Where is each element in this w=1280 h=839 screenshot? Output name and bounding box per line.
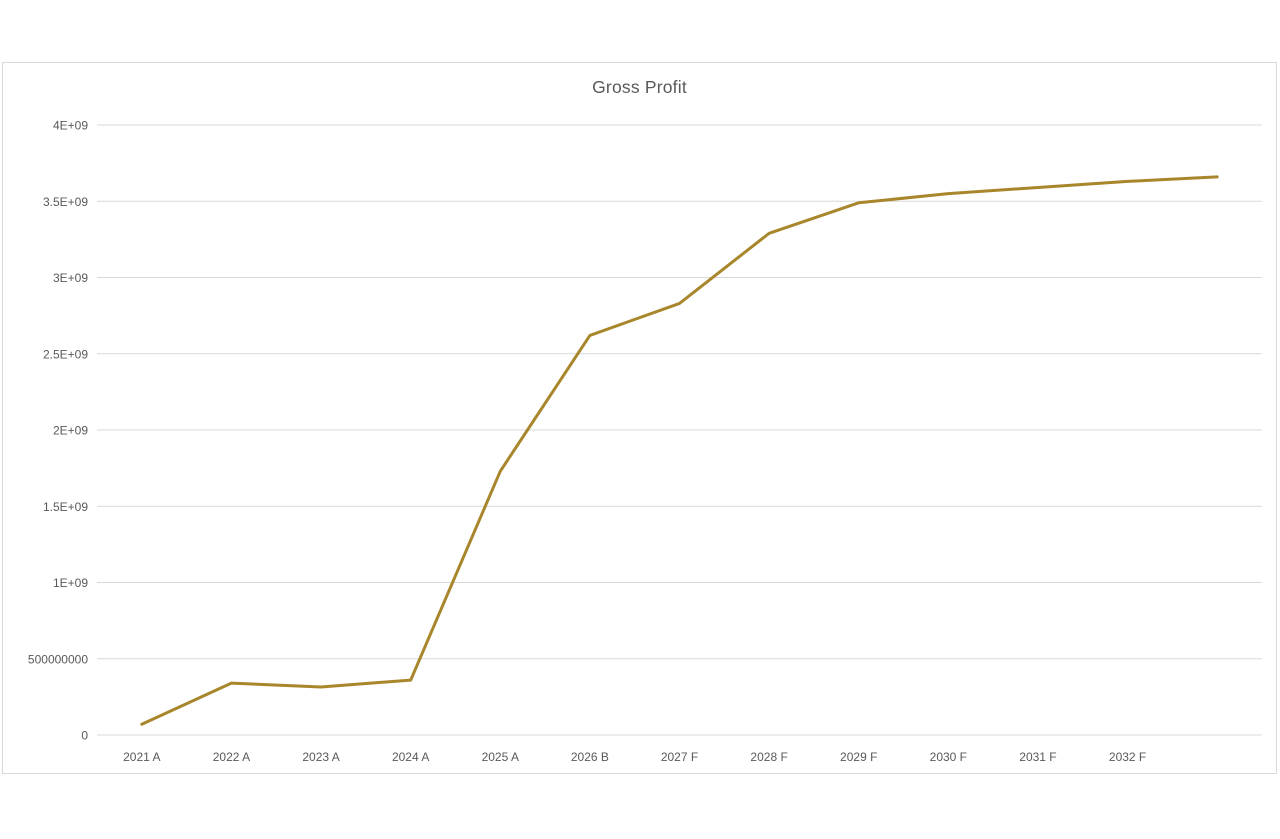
x-axis-tick-label: 2031 F xyxy=(1019,750,1056,764)
y-axis-tick-label: 0 xyxy=(81,729,88,743)
x-axis-tick-label: 2026 B xyxy=(571,750,609,764)
y-axis-tick-label: 1.5E+09 xyxy=(43,500,88,514)
x-axis-tick-label: 2025 A xyxy=(482,750,519,764)
x-axis-tick-label: 2032 F xyxy=(1109,750,1146,764)
chart-frame: Gross Profit xyxy=(2,62,1277,774)
x-axis-tick-label: 2022 A xyxy=(213,750,250,764)
x-axis-tick-label: 2030 F xyxy=(930,750,967,764)
x-axis-tick-label: 2028 F xyxy=(750,750,787,764)
x-axis-tick-label: 2027 F xyxy=(661,750,698,764)
x-axis-tick-label: 2023 A xyxy=(302,750,339,764)
y-axis-tick-label: 500000000 xyxy=(28,652,88,666)
chart-title: Gross Profit xyxy=(592,77,687,97)
y-axis-tick-label: 3.5E+09 xyxy=(43,195,88,209)
y-axis-tick-label: 1E+09 xyxy=(53,576,88,590)
y-axis-tick-label: 3E+09 xyxy=(53,271,88,285)
x-axis-tick-label: 2024 A xyxy=(392,750,429,764)
x-axis-tick-label: 2029 F xyxy=(840,750,877,764)
x-axis-tick-label: 2021 A xyxy=(123,750,160,764)
y-axis-tick-label: 4E+09 xyxy=(53,119,88,133)
y-axis-tick-label: 2.5E+09 xyxy=(43,347,88,361)
series-line-gross-profit xyxy=(140,175,1219,726)
y-axis-tick-label: 2E+09 xyxy=(53,424,88,438)
